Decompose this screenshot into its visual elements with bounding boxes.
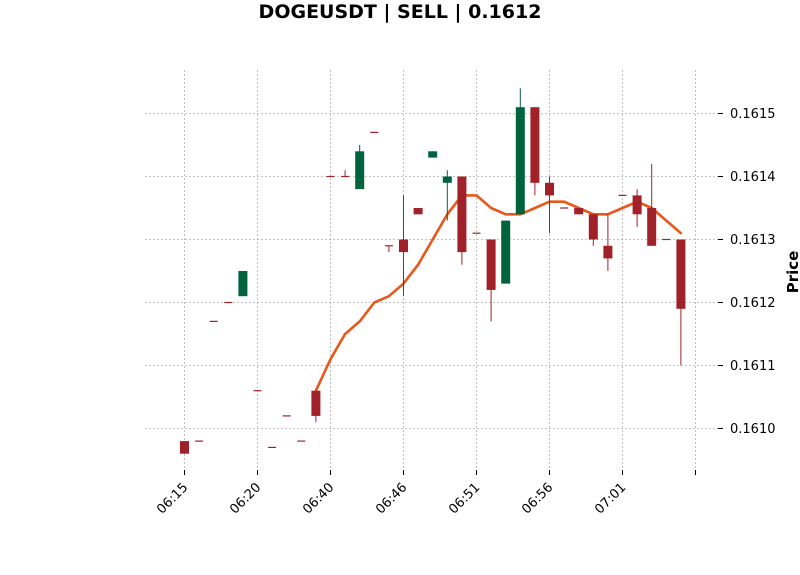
candle (647, 163, 657, 246)
moving-average-line (314, 194, 683, 393)
candle-body (676, 239, 686, 309)
y-axis-label: Price (784, 251, 800, 294)
candle-body (647, 208, 657, 246)
x-tick-label: 06:20 (227, 480, 264, 517)
candle (238, 271, 248, 297)
candle (501, 220, 511, 284)
candle-body (501, 220, 511, 284)
candle-body (530, 107, 540, 183)
y-tick-label: 0.1611 (730, 359, 776, 374)
moving-average-layer (314, 194, 683, 393)
candle (457, 176, 467, 265)
candle (442, 170, 452, 221)
candle-body (399, 239, 408, 253)
candle (588, 214, 598, 246)
x-tick-label: 06:51 (446, 480, 483, 517)
candle (428, 151, 438, 158)
candle (399, 195, 408, 297)
candle (632, 189, 642, 227)
grid-layer (145, 70, 718, 468)
candle-body (457, 176, 467, 253)
x-tick-label: 06:56 (519, 480, 556, 517)
candle-body (238, 271, 248, 297)
chart-title: DOGEUSDT | SELL | 0.1612 (259, 1, 542, 23)
candle-body (545, 182, 554, 196)
candle (603, 214, 613, 271)
candle-body (413, 208, 423, 215)
x-axis: 06:15 06:20 06:40 06:46 06:51 06:56 07:01 (154, 470, 696, 517)
candle (676, 239, 686, 366)
y-tick-label: 0.1613 (730, 233, 776, 248)
candle-body (442, 176, 452, 183)
candle (515, 88, 525, 215)
candle-body (603, 245, 613, 259)
candle-body (428, 151, 438, 158)
candle (413, 208, 423, 215)
y-tick-label: 0.1614 (730, 170, 776, 185)
candle-body (180, 441, 189, 454)
candle-body (574, 208, 584, 215)
candles-layer (180, 88, 686, 454)
x-tick-label: 06:40 (300, 480, 337, 517)
candle (574, 208, 584, 215)
y-tick-label: 0.1612 (730, 296, 776, 311)
candle-body (355, 151, 365, 190)
candle-body (632, 195, 642, 215)
y-axis: 0.1610 0.1611 0.1612 0.1613 0.1614 0.1615 (718, 107, 776, 437)
candle (355, 145, 365, 190)
candle (486, 239, 496, 322)
candle (384, 245, 393, 253)
y-tick-label: 0.1615 (730, 107, 776, 122)
candle (311, 390, 321, 423)
candle-body (486, 239, 496, 290)
x-tick-label: 06:46 (373, 480, 410, 517)
candle-body (588, 214, 598, 240)
x-tick-label: 06:15 (154, 480, 191, 517)
candle (180, 441, 189, 454)
candle-body (311, 390, 321, 416)
candle-body (515, 107, 525, 215)
y-tick-label: 0.1610 (730, 422, 776, 437)
candle (341, 170, 350, 178)
candle (545, 176, 554, 234)
candle (530, 107, 540, 196)
x-tick-label: 07:01 (592, 480, 629, 517)
